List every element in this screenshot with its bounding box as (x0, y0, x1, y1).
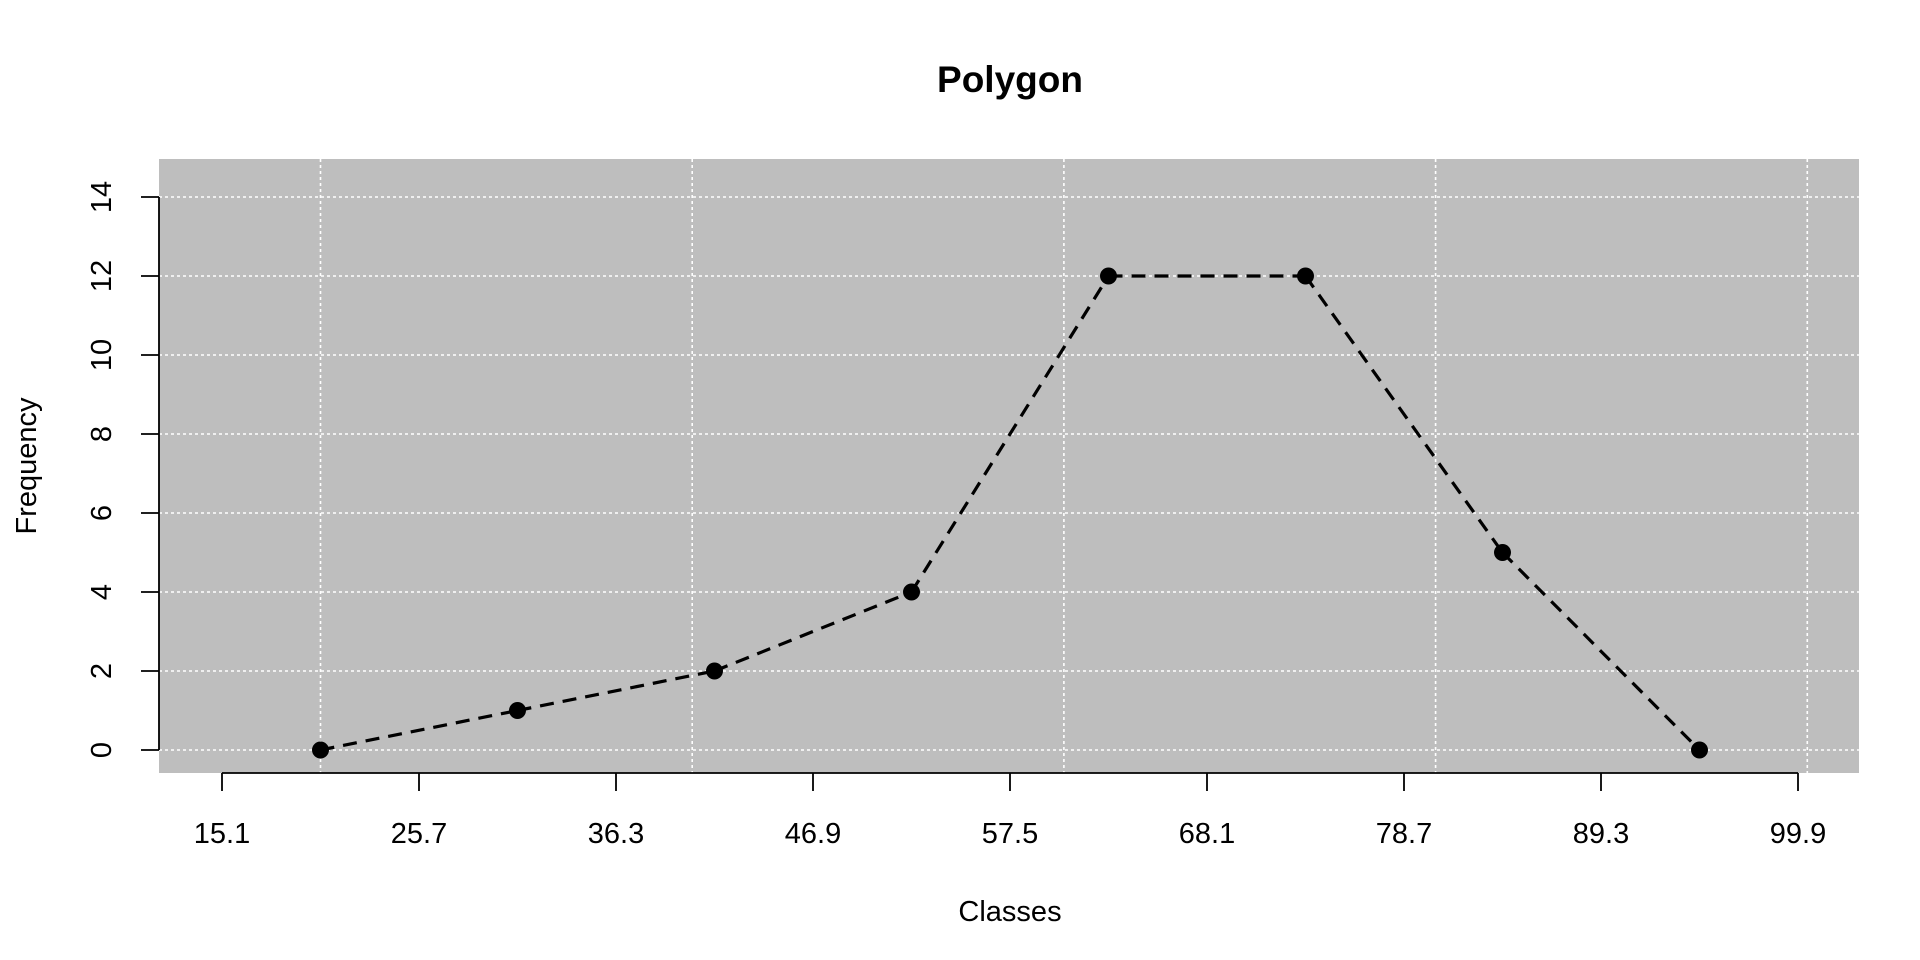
y-axis: 0 2 4 6 8 10 12 14 (86, 181, 160, 758)
x-tick-label: 68.1 (1179, 818, 1235, 850)
y-tick-label: 8 (86, 426, 118, 442)
grid-lines (159, 159, 1859, 773)
x-tick-label: 99.9 (1770, 818, 1826, 850)
y-tick-label: 2 (86, 663, 118, 679)
y-tick-label: 10 (86, 339, 118, 371)
data-point (312, 741, 329, 759)
data-point (1297, 267, 1314, 285)
x-tick-label: 25.7 (391, 818, 447, 850)
x-tick-label: 15.1 (194, 818, 250, 850)
data-point (903, 583, 920, 601)
series-line-segment (517, 669, 715, 713)
data-series (312, 267, 1708, 759)
series-line-segment (910, 275, 1110, 593)
x-tick-label: 57.5 (982, 818, 1038, 850)
y-tick-label: 0 (86, 742, 118, 758)
data-point (509, 702, 526, 719)
chart-title: Polygon (937, 59, 1083, 100)
y-axis-label: Frequency (11, 397, 43, 535)
y-tick-label: 6 (86, 505, 118, 521)
x-axis-label: Classes (958, 896, 1061, 928)
y-tick-label: 12 (86, 260, 118, 292)
x-tick-label: 78.7 (1376, 818, 1432, 850)
x-tick-label: 46.9 (785, 818, 841, 850)
x-tick-label: 89.3 (1573, 818, 1629, 850)
data-point (1494, 544, 1511, 561)
series-line-segment (713, 590, 913, 673)
series-line-segment (1501, 551, 1701, 752)
x-tick-label: 36.3 (588, 818, 644, 850)
plot-background (159, 159, 1859, 773)
y-tick-label: 14 (86, 181, 118, 213)
data-point (1691, 741, 1708, 759)
y-tick-label: 4 (86, 584, 118, 600)
x-axis: 15.1 25.7 36.3 46.9 57.5 68.1 78.7 89.3 99.9 (194, 772, 1826, 850)
series-line-segment (320, 708, 518, 752)
data-point (1100, 267, 1117, 285)
data-point (706, 662, 723, 680)
series-line-segment (1304, 275, 1504, 554)
